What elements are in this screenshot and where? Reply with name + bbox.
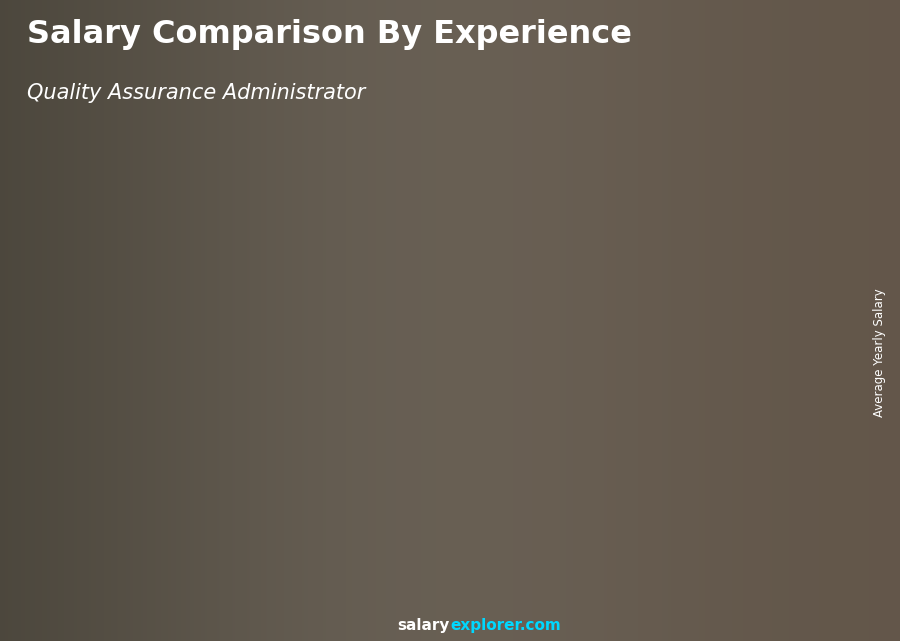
Text: +9%: +9% (538, 210, 588, 229)
Bar (69, 440, 141, 558)
Bar (720, 26, 837, 31)
Bar (723, 224, 728, 558)
Text: 49,200 USD: 49,200 USD (64, 424, 142, 437)
Bar (462, 277, 533, 558)
Bar (395, 326, 402, 558)
Bar (134, 440, 141, 558)
Text: +8%: +8% (669, 184, 718, 203)
Text: Quality Assurance Administrator: Quality Assurance Administrator (27, 83, 365, 103)
Text: 65,700 USD: 65,700 USD (194, 383, 273, 395)
Bar (720, 94, 837, 99)
Bar (331, 326, 337, 558)
Text: +22%: +22% (400, 236, 464, 255)
Text: 140,000 USD: 140,000 USD (716, 200, 804, 213)
Bar (720, 82, 837, 88)
Bar (720, 77, 837, 82)
Bar (723, 224, 795, 558)
Bar (720, 65, 837, 71)
Bar (462, 277, 467, 558)
Bar (788, 224, 795, 558)
Text: 97,100 USD: 97,100 USD (325, 305, 403, 319)
Bar (720, 88, 837, 94)
Bar (720, 43, 837, 48)
Bar (720, 60, 837, 65)
Bar (592, 251, 598, 558)
Bar (200, 401, 272, 558)
Text: +34%: +34% (140, 361, 202, 379)
Bar (720, 37, 837, 43)
Bar (720, 26, 767, 65)
Text: 129,000 USD: 129,000 USD (586, 227, 673, 240)
Bar (526, 277, 534, 558)
Bar (720, 71, 837, 77)
Text: Salary Comparison By Experience: Salary Comparison By Experience (27, 19, 632, 50)
Bar (200, 401, 206, 558)
Bar (720, 31, 837, 37)
Bar (69, 440, 76, 558)
Bar (592, 251, 664, 558)
Bar (331, 326, 402, 558)
Bar (657, 251, 664, 558)
Bar (720, 48, 837, 54)
Text: salary: salary (398, 619, 450, 633)
Bar (265, 401, 272, 558)
Text: explorer.com: explorer.com (450, 619, 561, 633)
Text: 118,000 USD: 118,000 USD (455, 254, 543, 267)
Text: Average Yearly Salary: Average Yearly Salary (874, 288, 886, 417)
Bar (720, 54, 837, 60)
Text: +48%: +48% (270, 286, 333, 305)
